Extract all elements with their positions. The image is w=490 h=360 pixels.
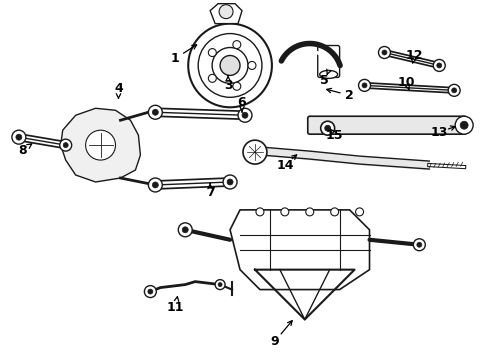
Circle shape [437, 63, 442, 68]
Text: 12: 12 [406, 49, 423, 62]
Circle shape [63, 143, 68, 148]
Text: 7: 7 [206, 186, 215, 199]
Circle shape [306, 208, 314, 216]
Polygon shape [230, 210, 369, 289]
Circle shape [148, 289, 153, 294]
Text: 10: 10 [397, 76, 415, 89]
Circle shape [448, 84, 460, 96]
Circle shape [243, 140, 267, 164]
Text: 1: 1 [171, 52, 180, 65]
Circle shape [414, 239, 425, 251]
Circle shape [220, 55, 240, 75]
Circle shape [12, 130, 26, 144]
Text: 14: 14 [276, 158, 294, 172]
Circle shape [417, 242, 422, 247]
FancyBboxPatch shape [318, 45, 340, 77]
Circle shape [238, 108, 252, 122]
Circle shape [215, 280, 225, 289]
Circle shape [60, 139, 72, 151]
Text: 4: 4 [114, 82, 123, 95]
Circle shape [321, 121, 335, 135]
Circle shape [356, 208, 364, 216]
Circle shape [455, 116, 473, 134]
Text: 3: 3 [224, 79, 232, 92]
Circle shape [233, 82, 241, 90]
Ellipse shape [319, 71, 338, 78]
Circle shape [362, 83, 367, 88]
Circle shape [382, 50, 387, 55]
Polygon shape [210, 4, 242, 24]
Circle shape [208, 49, 216, 57]
Circle shape [460, 121, 468, 129]
Circle shape [281, 208, 289, 216]
Circle shape [378, 46, 391, 58]
Circle shape [16, 134, 22, 140]
Circle shape [145, 285, 156, 298]
Circle shape [452, 88, 457, 93]
Text: 8: 8 [19, 144, 27, 157]
Circle shape [208, 75, 216, 82]
Circle shape [248, 62, 256, 69]
Circle shape [331, 208, 339, 216]
Circle shape [182, 227, 188, 233]
FancyBboxPatch shape [308, 116, 466, 134]
Polygon shape [61, 108, 141, 182]
Circle shape [433, 59, 445, 71]
Circle shape [219, 5, 233, 19]
Circle shape [152, 182, 158, 188]
Circle shape [198, 33, 262, 97]
Circle shape [233, 41, 241, 49]
Circle shape [86, 130, 116, 160]
Text: 2: 2 [345, 89, 354, 102]
Circle shape [212, 48, 248, 84]
Circle shape [188, 24, 272, 107]
Text: 11: 11 [167, 301, 184, 314]
Circle shape [223, 175, 237, 189]
Circle shape [218, 283, 222, 287]
Text: 15: 15 [326, 129, 343, 142]
Text: 5: 5 [320, 74, 329, 87]
Circle shape [359, 80, 370, 91]
Text: 9: 9 [270, 335, 279, 348]
Circle shape [148, 178, 162, 192]
Circle shape [242, 112, 248, 118]
Circle shape [325, 125, 331, 131]
Circle shape [152, 109, 158, 115]
Circle shape [178, 223, 192, 237]
Circle shape [256, 208, 264, 216]
Circle shape [148, 105, 162, 119]
Text: 6: 6 [238, 96, 246, 109]
Circle shape [227, 179, 233, 185]
Text: 13: 13 [431, 126, 448, 139]
